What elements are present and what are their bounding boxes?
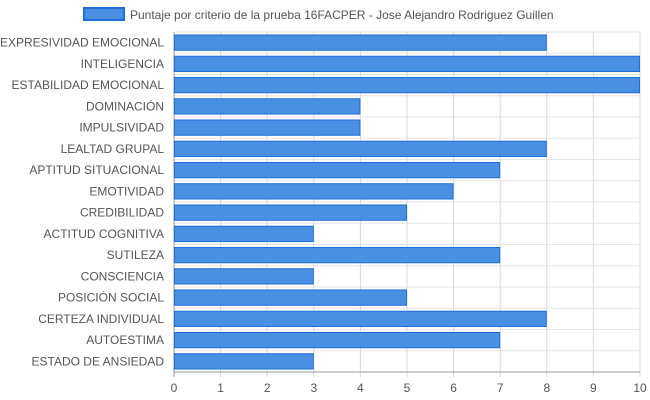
category-label: IMPULSIVIDAD — [79, 121, 164, 135]
x-tick-label: 1 — [217, 381, 224, 395]
x-tick-label: 6 — [450, 381, 457, 395]
bar[interactable] — [174, 310, 547, 328]
category-label: ACTITUD COGNITIVA — [44, 227, 164, 241]
category-label: ESTADO DE ANSIEDAD — [32, 354, 165, 368]
legend-label: Puntaje por criterio de la prueba 16FACP… — [130, 8, 554, 22]
bar[interactable] — [174, 353, 314, 370]
bar[interactable] — [174, 183, 454, 200]
category-label: ESTABILIDAD EMOCIONAL — [12, 78, 165, 92]
bar[interactable] — [174, 204, 407, 221]
x-tick-label: 4 — [357, 381, 364, 395]
category-label: SUTILEZA — [107, 248, 164, 262]
x-tick-label: 5 — [404, 381, 411, 395]
legend-swatch — [83, 7, 125, 21]
bars — [174, 34, 640, 370]
category-label: EXPRESIVIDAD EMOCIONAL — [0, 36, 164, 50]
x-tick-label: 0 — [171, 381, 178, 395]
category-label: CREDIBILIDAD — [80, 206, 164, 220]
category-label: CONSCIENCIA — [81, 269, 164, 283]
bar[interactable] — [174, 76, 640, 94]
bar[interactable] — [174, 289, 407, 306]
bar[interactable] — [174, 246, 501, 264]
bar[interactable] — [174, 268, 314, 285]
x-tick-label: 2 — [264, 381, 271, 395]
category-label: INTELIGENCIA — [81, 57, 164, 71]
category-label: APTITUD SITUACIONAL — [29, 163, 164, 177]
legend[interactable]: Puntaje por criterio de la prueba 16FACP… — [83, 7, 554, 22]
x-tick-label: 3 — [310, 381, 317, 395]
x-tick-label: 9 — [590, 381, 597, 395]
bar[interactable] — [174, 34, 547, 51]
category-labels: EXPRESIVIDAD EMOCIONAL INTELIGENCIA ESTABI… — [0, 36, 164, 369]
bar[interactable] — [174, 140, 547, 158]
category-label: EMOTIVIDAD — [89, 184, 164, 198]
x-tick-label: 7 — [497, 381, 504, 395]
category-label: POSICIÓN SOCIAL — [58, 290, 164, 305]
bar[interactable] — [174, 98, 361, 115]
x-tick-label: 10 — [633, 381, 647, 395]
bar[interactable] — [174, 225, 314, 243]
category-label: DOMINACIÓN — [86, 98, 164, 113]
x-axis: 0 1 2 3 4 5 6 7 8 9 10 — [171, 381, 647, 395]
bar[interactable] — [174, 331, 501, 349]
category-label: AUTOESTIMA — [86, 333, 164, 347]
category-label: CERTEZA INDIVIDUAL — [38, 312, 164, 326]
bar[interactable] — [174, 55, 640, 73]
bar[interactable] — [174, 119, 361, 136]
x-tick-label: 8 — [543, 381, 550, 395]
category-label: LEALTAD GRUPAL — [61, 142, 165, 156]
bar[interactable] — [174, 161, 501, 179]
